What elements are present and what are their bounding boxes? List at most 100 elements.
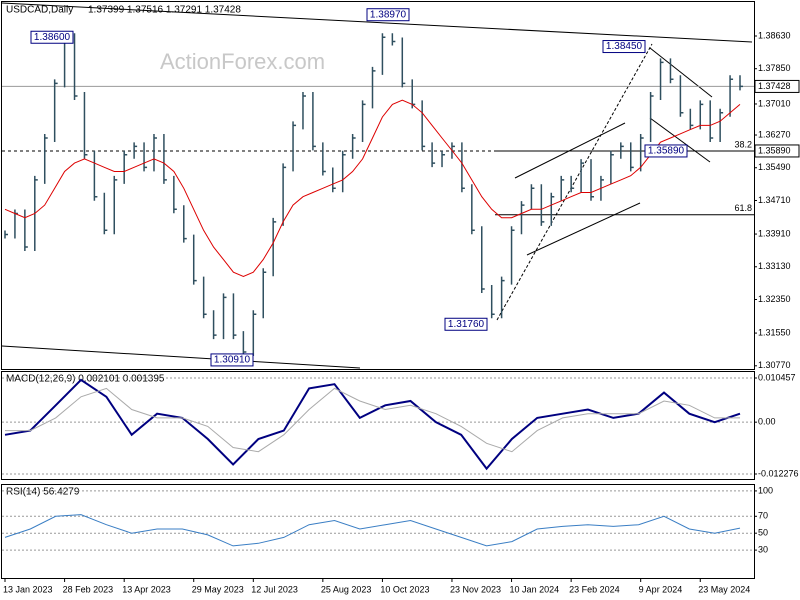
price-bar <box>481 226 485 294</box>
x-tick-label: 10 Jan 2024 <box>510 584 560 594</box>
rsi-panel <box>1 484 755 579</box>
price-bar <box>530 184 535 210</box>
price-bar <box>153 133 157 172</box>
annotation-label: 1.38970 <box>370 9 407 20</box>
price-bar <box>361 100 366 142</box>
price-bar <box>341 150 346 193</box>
chart-title: USDCAD,Daily <box>6 5 73 16</box>
x-tick-label: 29 May 2023 <box>192 584 244 594</box>
y-tick-label: 1.33130 <box>758 261 791 271</box>
trendline <box>649 47 713 98</box>
x-tick-label: 13 Jan 2023 <box>3 584 53 594</box>
x-tick-label: 10 Oct 2023 <box>380 584 429 594</box>
price-bar <box>173 175 177 214</box>
rsi-title: RSI(14) 56.4279 <box>6 487 80 498</box>
price-bar <box>351 133 356 159</box>
price-bar <box>719 108 724 142</box>
price-bar <box>73 33 78 100</box>
price-bar <box>421 100 426 151</box>
y-tick-label: -0.012276 <box>758 468 799 478</box>
y-tick-label: 1.37010 <box>758 98 791 108</box>
price-bar <box>639 133 644 172</box>
price-bar <box>461 142 465 193</box>
y-tick-label: 1.37850 <box>758 63 791 73</box>
price-bar <box>133 142 138 159</box>
price-tag <box>754 144 800 158</box>
price-bar <box>53 79 58 142</box>
price-bar <box>739 75 743 91</box>
annotation-label: 1.30910 <box>214 355 251 366</box>
x-tick-label: 23 May 2024 <box>698 584 750 594</box>
annotation-box <box>366 8 410 22</box>
price-bar <box>103 192 108 235</box>
price-bar <box>332 167 336 193</box>
price-bar <box>520 201 525 235</box>
price-bar <box>292 121 297 172</box>
price-bar <box>302 91 306 130</box>
y-tick-label: 1.36270 <box>758 129 791 139</box>
price-bar <box>490 285 495 319</box>
price-bar <box>659 58 664 100</box>
annotation-box <box>444 317 488 331</box>
trendline <box>649 117 711 163</box>
x-tick-label: 12 Jul 2023 <box>251 584 298 594</box>
price-bar <box>560 175 565 201</box>
macd-title: MACD(12,26,9) 0.002101 0.001395 <box>6 374 165 385</box>
price-bar <box>123 150 128 184</box>
y-tick-label: 0.010457 <box>758 372 796 382</box>
price-bar <box>222 293 227 340</box>
price-bar <box>212 310 217 340</box>
annotation-box <box>30 30 74 44</box>
y-tick-label: 70 <box>758 511 768 521</box>
price-bar <box>570 175 575 193</box>
price-bar <box>322 142 326 176</box>
indicator-line <box>5 387 740 453</box>
price-bar <box>699 100 704 130</box>
price-bar <box>232 293 237 340</box>
price-bar <box>649 91 654 142</box>
x-tick-label: 28 Feb 2023 <box>63 584 114 594</box>
price-bar <box>679 75 684 117</box>
price-bar <box>113 175 118 235</box>
x-tick-label: 23 Nov 2023 <box>450 584 501 594</box>
fib-label: 61.8 <box>734 203 752 213</box>
price-bar <box>729 75 734 117</box>
price-bar <box>550 192 555 226</box>
indicator-line <box>4 514 741 547</box>
y-tick-label: 1.30770 <box>758 360 791 370</box>
y-tick-label: 50 <box>758 528 768 538</box>
chart-subtitle: 1.37399 1.37516 1.37291 1.37428 <box>88 5 241 16</box>
trendline <box>1 2 753 43</box>
price-bar <box>590 159 595 201</box>
price-bar <box>83 91 88 159</box>
price-bar <box>282 163 287 226</box>
price-bar <box>689 108 694 130</box>
y-tick-label: 30 <box>758 544 768 554</box>
moving-average <box>4 99 741 277</box>
price-tag-label: 1.37428 <box>758 81 791 91</box>
price-bar <box>312 91 316 151</box>
price-bar <box>431 142 436 168</box>
annotation-label: 1.35890 <box>648 146 685 157</box>
y-tick-label: 1.32350 <box>758 294 791 304</box>
price-bar <box>669 58 674 84</box>
annotation-label: 1.38450 <box>606 41 643 52</box>
annotation-label: 1.31760 <box>448 319 485 330</box>
y-tick-label: 1.31550 <box>758 327 791 337</box>
annotation-label: 1.38600 <box>34 32 71 43</box>
price-bar <box>371 66 376 109</box>
trendline <box>496 43 653 321</box>
trendline <box>1 345 361 369</box>
price-bar <box>629 142 634 172</box>
x-tick-label: 13 Apr 2023 <box>122 584 171 594</box>
fib-label: 38.2 <box>734 139 752 149</box>
price-bar <box>620 142 624 159</box>
price-bar <box>262 268 267 319</box>
price-bar <box>43 133 48 184</box>
price-bar <box>93 150 98 201</box>
price-bar <box>580 159 585 193</box>
macd-panel <box>1 371 755 480</box>
price-bar <box>4 230 8 239</box>
trendlines <box>1 2 753 369</box>
